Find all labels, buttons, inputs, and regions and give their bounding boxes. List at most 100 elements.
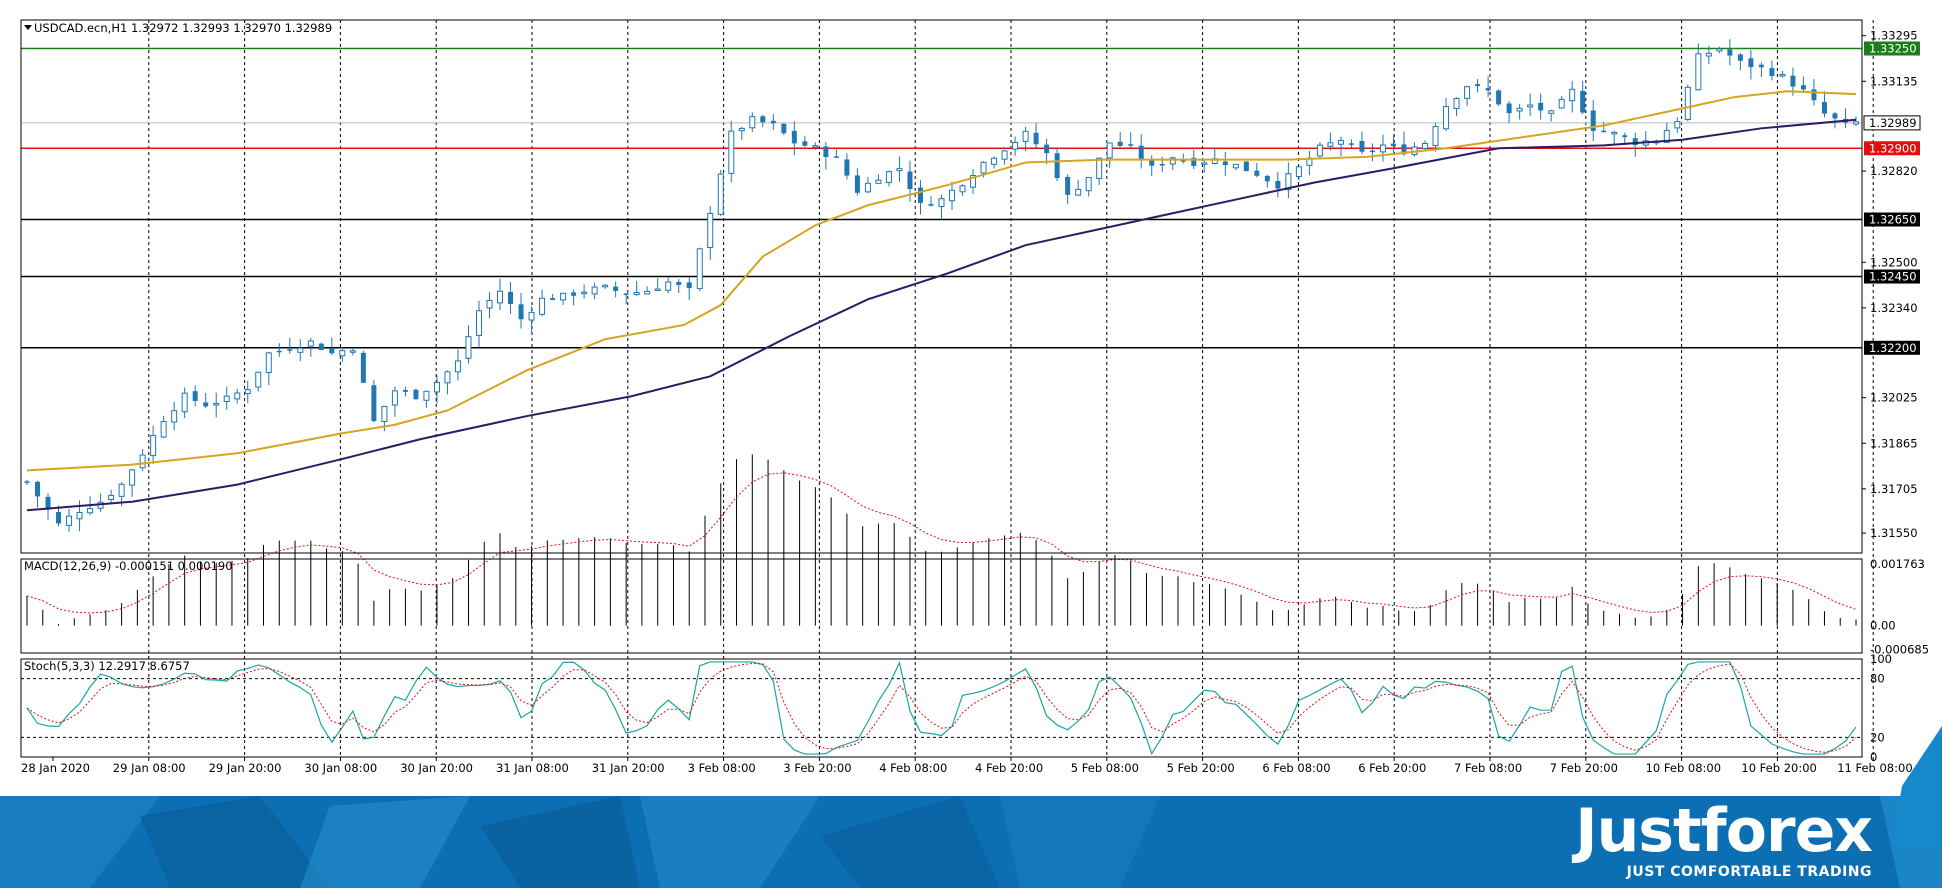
candle-body-up bbox=[1285, 173, 1292, 191]
level-tag-label: 1.32200 bbox=[1869, 341, 1917, 355]
time-tick-label: 6 Feb 20:00 bbox=[1358, 761, 1426, 775]
candle-body-down bbox=[1485, 88, 1491, 91]
candle-body-up bbox=[1663, 129, 1670, 143]
price-tick-label: 1.32340 bbox=[1870, 301, 1918, 315]
candle-body-up bbox=[1569, 88, 1576, 102]
candle-body-up bbox=[1464, 86, 1471, 99]
corner-accent bbox=[1892, 726, 1942, 846]
candle-body-down bbox=[1727, 49, 1733, 56]
time-tick-label: 29 Jan 20:00 bbox=[209, 761, 282, 775]
candle-body-up bbox=[171, 410, 178, 423]
collapse-triangle-icon[interactable] bbox=[24, 25, 32, 30]
candle-body-up bbox=[307, 340, 314, 347]
candle-body-up bbox=[1695, 53, 1702, 91]
candle-body-down bbox=[45, 496, 51, 510]
candle-body-up bbox=[896, 168, 903, 172]
candle-body-down bbox=[1590, 110, 1596, 131]
candle-body-up bbox=[1684, 86, 1691, 120]
candle-body-up bbox=[602, 284, 609, 288]
ma-slow-line bbox=[26, 118, 1857, 512]
candle-body-down bbox=[1496, 90, 1502, 105]
level-tag-bg bbox=[1864, 212, 1920, 227]
candle-body-down bbox=[844, 159, 850, 176]
candle-body-up bbox=[475, 310, 482, 337]
candle-body-down bbox=[676, 282, 682, 285]
candle-body-down bbox=[1538, 102, 1544, 111]
candle-body-up bbox=[1012, 141, 1019, 150]
candle-body-down bbox=[623, 293, 629, 296]
brand-banner bbox=[0, 796, 1942, 888]
candle-body-up bbox=[885, 171, 892, 183]
candle-body-up bbox=[959, 185, 966, 193]
candle-body-up bbox=[129, 469, 136, 486]
time-tick-label: 3 Feb 20:00 bbox=[783, 761, 851, 775]
time-tick-label: 4 Feb 08:00 bbox=[879, 761, 947, 775]
candle-body-up bbox=[528, 311, 535, 321]
candle-body-down bbox=[1191, 157, 1197, 166]
time-tick-label: 10 Feb 20:00 bbox=[1741, 761, 1816, 775]
current-price-tag-label: 1.32989 bbox=[1869, 116, 1917, 130]
candle-body-down bbox=[1632, 138, 1638, 146]
candle-body-up bbox=[265, 352, 272, 374]
macd-tick-label: 0.00 bbox=[1870, 619, 1896, 633]
candle-body-down bbox=[1033, 132, 1039, 145]
price-tick-label: 1.33295 bbox=[1870, 29, 1918, 43]
candle-body-down bbox=[287, 349, 293, 351]
candle-body-down bbox=[550, 298, 556, 300]
candle-body-up bbox=[181, 392, 188, 413]
candle-body-down bbox=[1348, 143, 1354, 145]
candle-body-up bbox=[160, 421, 167, 438]
candle-body-up bbox=[1558, 98, 1565, 109]
candle-body-down bbox=[1748, 58, 1754, 68]
candle-body-down bbox=[203, 402, 209, 407]
candle-body-up bbox=[139, 454, 146, 469]
candle-body-up bbox=[486, 299, 493, 309]
stoch-tick-label: 80 bbox=[1870, 672, 1885, 686]
candle-body-up bbox=[297, 347, 304, 353]
candle-body-up bbox=[381, 405, 388, 423]
candle-body-down bbox=[518, 304, 524, 320]
candle-body-up bbox=[213, 403, 220, 406]
candle-body-up bbox=[1232, 163, 1239, 169]
macd-tick-label: -0.000685 bbox=[1870, 643, 1929, 657]
candle-body-up bbox=[654, 288, 661, 292]
axis-labels: 1.33295 1.33135 1.32820 1.32500 1.32340 1.320… bbox=[21, 29, 1929, 775]
candle-body-up bbox=[717, 173, 724, 215]
candle-body-down bbox=[686, 282, 692, 289]
candle-body-up bbox=[980, 161, 987, 174]
candle-body-down bbox=[1359, 140, 1365, 152]
candle-body-up bbox=[1779, 74, 1786, 77]
candle-body-up bbox=[875, 179, 882, 184]
candle-body-down bbox=[791, 130, 797, 144]
candle-body-down bbox=[1044, 144, 1050, 154]
level-tag-bg bbox=[1864, 269, 1920, 284]
price-tick-label: 1.32820 bbox=[1870, 164, 1918, 178]
candle-body-up bbox=[150, 434, 157, 457]
candle-body-down bbox=[1622, 135, 1628, 138]
candle-body-down bbox=[802, 141, 808, 146]
candle-body-up bbox=[349, 350, 356, 353]
candle-body-up bbox=[581, 291, 588, 295]
candle-body-up bbox=[864, 182, 871, 193]
candle-body-up bbox=[1527, 104, 1534, 108]
candle-body-down bbox=[1390, 143, 1396, 146]
candle-body-up bbox=[444, 371, 451, 384]
time-tick-label: 31 Jan 20:00 bbox=[592, 761, 665, 775]
candle-body-up bbox=[560, 292, 567, 301]
candles bbox=[24, 39, 1859, 532]
candle-body-down bbox=[1222, 161, 1228, 166]
candle-body-down bbox=[760, 116, 766, 123]
candle-body-down bbox=[371, 385, 377, 422]
candle-body-up bbox=[1295, 166, 1302, 177]
candle-body-up bbox=[1022, 130, 1029, 142]
brand-name: Justforex bbox=[1575, 796, 1873, 866]
level-tag-bg bbox=[1864, 141, 1920, 156]
candle-body-down bbox=[571, 292, 577, 296]
macd-tick-label: 0.001763 bbox=[1870, 557, 1925, 571]
candle-body-down bbox=[928, 203, 934, 206]
stoch-tick-label: 20 bbox=[1870, 730, 1885, 744]
candle-body-up bbox=[749, 116, 756, 129]
candle-body-up bbox=[1316, 144, 1323, 157]
candle-body-up bbox=[391, 390, 398, 406]
candle-body-down bbox=[56, 512, 62, 524]
